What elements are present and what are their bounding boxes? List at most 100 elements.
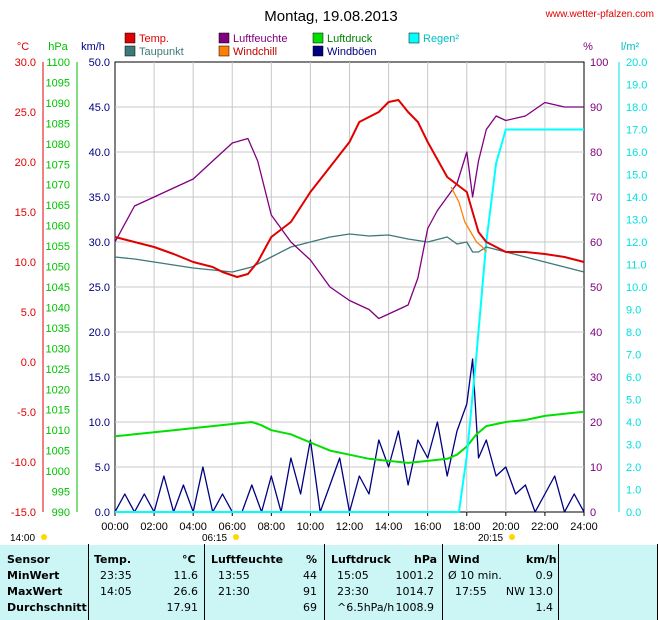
stats-row-label: Durchschnitt [7,601,87,614]
pressure-tick-label: 1070 [46,180,70,192]
x-tick-label: 04:00 [179,521,207,533]
sun-before-icon [41,534,47,540]
rain-tick-label: 6.0 [626,372,641,384]
legend-swatch-pressure [312,32,324,44]
x-axis: 00:00 02:00 04:00 06:00 08:00 10:00 12:00 14:00… [101,512,598,533]
chart-title: Montag, 19.08.2013 [264,8,397,25]
unit-pressure: hPa [48,41,68,53]
rain-tick-label: 4.0 [626,417,641,429]
stats-hum-value: 91 [303,585,317,598]
series-line-windchill [450,186,487,253]
wind-tick-label: 10.0 [89,417,110,429]
legend-label-dew: Taupunkt [139,46,184,58]
stats-table: Sensor Temp. °C Luftfeuchte % Luftdruck … [0,544,658,620]
rain-tick-label: 16.0 [626,147,647,159]
pressure-tick-label: 1025 [46,364,70,376]
rain-tick-label: 10.0 [626,282,647,294]
unit-temp: °C [17,41,29,53]
rain-tick-label: 1.0 [626,485,641,497]
x-tick-label: 24:00 [570,521,598,533]
wind-tick-label: 5.0 [95,462,110,474]
humidity-tick-label: 60 [590,237,602,249]
temp-tick-label: 30.0 [15,57,36,69]
series-line-regen [115,128,584,513]
wind-tick-label: 15.0 [89,372,110,384]
rain-tick-label: 13.0 [626,215,647,227]
rain-tick-label: 12.0 [626,237,647,249]
wind-tick-label: 50.0 [89,57,110,69]
temp-tick-label: 0.0 [21,357,36,369]
stats-header-wind-unit: km/h [526,553,557,566]
temp-tick-label: 5.0 [21,307,36,319]
series-line-luftdruck [114,410,585,464]
rain-tick-label: 7.0 [626,350,641,362]
rain-tick-label: 0.0 [626,507,641,519]
stats-press-time: 15:05 [337,569,369,582]
rain-tick-label: 5.0 [626,395,641,407]
stats-hum-value: 69 [303,601,317,614]
series-layer [114,99,585,513]
pressure-tick-label: 1035 [46,323,70,335]
humidity-tick-label: 30 [590,372,602,384]
temp-tick-label: -10.0 [11,457,36,469]
stats-header-press-unit: hPa [414,553,438,566]
stats-temp-time: 23:35 [100,569,132,582]
site-link[interactable]: www.wetter-pfalzen.com [545,9,654,20]
stats-header-temp: Temp. [94,553,132,566]
pressure-tick-label: 1075 [46,159,70,171]
sun-markers: 14:00 06:15 20:15 [10,533,515,544]
pressure-tick-label: 1010 [46,425,70,437]
pressure-tick-label: 1065 [46,200,70,212]
temp-tick-label: -15.0 [11,507,36,519]
stats-wind-time: Ø 10 min. [448,569,502,582]
pressure-tick-label: 1030 [46,343,70,355]
x-tick-label: 06:00 [218,521,246,533]
pressure-tick-label: 1080 [46,139,70,151]
humidity-tick-label: 10 [590,462,602,474]
temp-tick-label: 15.0 [15,207,36,219]
wind-tick-label: 0.0 [95,507,110,519]
x-tick-label: 22:00 [531,521,559,533]
legend: Temp. Taupunkt Luftfeuchte Windchill Luf… [124,32,459,58]
humidity-tick-label: 40 [590,327,602,339]
x-tick-label: 10:00 [297,521,325,533]
sunrise-icon [233,534,239,540]
series-line-taupunkt [114,233,585,273]
legend-swatch-rain [408,32,420,44]
stats-temp-time: 14:05 [100,585,132,598]
sun-before-label: 14:00 [10,533,35,544]
stats-temp-value: 26.6 [173,585,199,598]
stats-wind-value: NW 13.0 [505,585,553,598]
stats-header-wind: Wind [448,553,480,566]
stats-press-value: 1014.7 [395,585,435,598]
series-line-luftfeuchte [114,101,584,320]
sunset-label: 20:15 [478,533,503,544]
x-tick-label: 20:00 [492,521,520,533]
stats-row-label: MinWert [7,569,60,582]
x-tick-label: 08:00 [258,521,286,533]
temp-tick-label: 25.0 [15,107,36,119]
right-axes: 100908070605040302010020.019.018.017.016… [590,57,647,519]
stats-wind-value: 0.9 [535,569,554,582]
x-tick-label: 16:00 [414,521,442,533]
humidity-tick-label: 0 [590,507,596,519]
wind-tick-label: 35.0 [89,192,110,204]
legend-swatch-windchill [218,45,230,57]
pressure-tick-label: 1050 [46,262,70,274]
wind-tick-label: 25.0 [89,282,110,294]
wind-tick-label: 30.0 [89,237,110,249]
left-axes: 30.0 25.0 20.0 15.0 10.0 5.0 0.0 -5.0 -10.0 -15.0… [11,57,110,519]
x-tick-label: 14:00 [375,521,403,533]
rain-tick-label: 8.0 [626,327,641,339]
stats-header-sensor: Sensor [7,553,50,566]
series-line-temp [114,99,585,278]
pressure-tick-label: 990 [52,507,70,519]
grid [115,62,584,512]
pressure-tick-label: 1060 [46,221,70,233]
legend-label-rain: Regen² [423,33,459,45]
rain-tick-label: 15.0 [626,170,647,182]
wind-tick-label: 20.0 [89,327,110,339]
pressure-tick-label: 1000 [46,466,70,478]
stats-hum-value: 44 [303,569,317,582]
humidity-tick-label: 80 [590,147,602,159]
